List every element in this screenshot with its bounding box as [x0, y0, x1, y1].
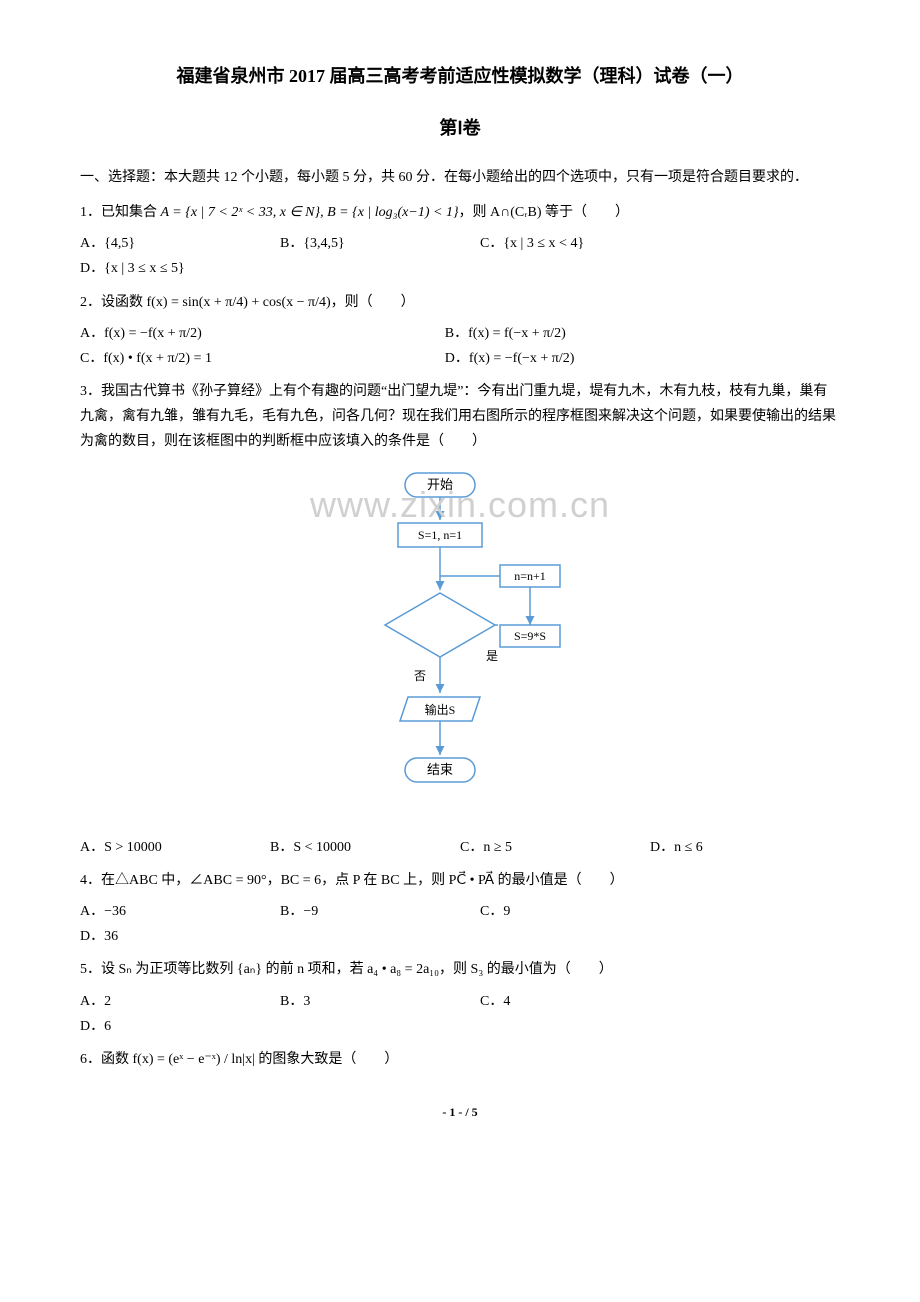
q3-optB: B．S < 10000: [270, 835, 460, 860]
fc-output: 输出S: [425, 702, 456, 717]
q1-math: A = {x | 7 < 2ˣ < 33, x ∈ N}, B = {x | l…: [161, 205, 459, 220]
section-intro: 一、选择题：本大题共 12 个小题，每小题 5 分，共 60 分．在每小题给出的…: [80, 165, 840, 190]
q4-optD: D．36: [80, 924, 280, 949]
q1-optD: D．{x | 3 ≤ x ≤ 5}: [80, 256, 280, 281]
q2-options: A．f(x) = −f(x + π/2) B．f(x) = f(−x + π/2…: [80, 321, 840, 371]
page-number: - 1 - / 5: [80, 1102, 840, 1124]
q2-optB: B．f(x) = f(−x + π/2): [445, 321, 810, 346]
q3-options: A．S > 10000 B．S < 10000 C．n ≥ 5 D．n ≤ 6: [80, 835, 840, 860]
question-3: 3．我国古代算书《孙子算经》上有个有趣的问题“出门望九堤”：今有出门重九堤，堤有…: [80, 379, 840, 455]
q5-options: A．2 B．3 C．4 D．6: [80, 989, 840, 1039]
fc-no: 否: [414, 669, 426, 683]
q4-optC: C．9: [480, 899, 680, 924]
q1-optA: A．{4,5}: [80, 231, 280, 256]
q4-options: A．−36 B．−9 C．9 D．36: [80, 899, 840, 949]
q5-optA: A．2: [80, 989, 280, 1014]
q1-options: A．{4,5} B．{3,4,5} C．{x | 3 ≤ x < 4} D．{x…: [80, 231, 840, 281]
q2-optD: D．f(x) = −f(−x + π/2): [445, 346, 810, 371]
question-4: 4．在△ABC 中，∠ABC = 90°，BC = 6，点 P 在 BC 上，则…: [80, 868, 840, 893]
q3-optD: D．n ≤ 6: [650, 835, 790, 860]
q1-suffix: ，则 A∩(CᵣB) 等于（ ）: [459, 205, 629, 220]
q5-optC: C．4: [480, 989, 680, 1014]
q5-optD: D．6: [80, 1014, 280, 1039]
q3-optA: A．S > 10000: [80, 835, 270, 860]
q1-optB: B．{3,4,5}: [280, 231, 480, 256]
q4-optA: A．−36: [80, 899, 280, 924]
watermark: www.zixin.com.cn: [310, 473, 610, 538]
question-6: 6．函数 f(x) = (eˣ − e⁻ˣ) / ln|x| 的图象大致是（ ）: [80, 1047, 840, 1072]
section-title: 第Ⅰ卷: [80, 112, 840, 144]
q3-optC: C．n ≥ 5: [460, 835, 650, 860]
q4-optB: B．−9: [280, 899, 480, 924]
question-2: 2．设函数 f(x) = sin(x + π/4) + cos(x − π/4)…: [80, 290, 840, 315]
q2-optA: A．f(x) = −f(x + π/2): [80, 321, 445, 346]
exam-title: 福建省泉州市 2017 届高三高考考前适应性模拟数学（理科）试卷（一）: [80, 60, 840, 92]
q1-prefix: 1．已知集合: [80, 205, 161, 220]
q5-optB: B．3: [280, 989, 480, 1014]
fc-update: S=9*S: [514, 629, 546, 643]
q1-optC: C．{x | 3 ≤ x < 4}: [480, 231, 680, 256]
fc-yes: 是: [486, 649, 498, 663]
question-1: 1．已知集合 A = {x | 7 < 2ˣ < 33, x ∈ N}, B =…: [80, 200, 840, 225]
flowchart-container: www.zixin.com.cn 开始 S=1, n=1 n=n+1 S=9*S…: [80, 465, 840, 825]
q2-optC: C．f(x) • f(x + π/2) = 1: [80, 346, 445, 371]
fc-inc: n=n+1: [514, 569, 546, 583]
fc-end: 结束: [427, 762, 453, 777]
question-5: 5．设 Sₙ 为正项等比数列 {aₙ} 的前 n 项和，若 a₄ • a₈ = …: [80, 957, 840, 982]
